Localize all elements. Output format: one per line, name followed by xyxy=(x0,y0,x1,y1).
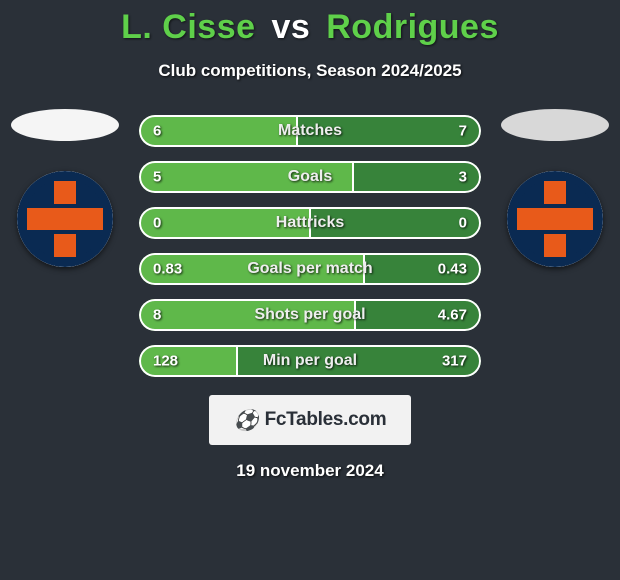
stat-left-value: 5 xyxy=(153,169,161,186)
player2-club-badge xyxy=(507,171,603,267)
left-side xyxy=(9,115,121,267)
date-text: 19 november 2024 xyxy=(0,461,620,481)
stat-right-value: 4.67 xyxy=(438,307,467,324)
stat-bar-row: 0 0 Hattricks xyxy=(139,207,481,239)
brand-badge: ⚽ FcTables.com xyxy=(209,395,411,445)
stat-bar-row: 8 4.67 Shots per goal xyxy=(139,299,481,331)
stat-right-value: 3 xyxy=(459,169,467,186)
player1-oval xyxy=(11,109,119,141)
subtitle: Club competitions, Season 2024/2025 xyxy=(0,61,620,81)
stat-left-value: 0 xyxy=(153,215,161,232)
stat-bar-row: 0.83 0.43 Goals per match xyxy=(139,253,481,285)
brand-text: FcTables.com xyxy=(265,409,387,431)
vs-text: vs xyxy=(271,8,310,46)
stat-label: Shots per goal xyxy=(254,306,365,324)
stat-bar-row: 5 3 Goals xyxy=(139,161,481,193)
player1-name: L. Cisse xyxy=(121,8,255,46)
comparison-title: L. Cisse vs Rodrigues xyxy=(0,8,620,47)
stat-label: Goals xyxy=(288,168,332,186)
stat-label: Min per goal xyxy=(263,352,357,370)
stat-bar-row: 6 7 Matches xyxy=(139,115,481,147)
stat-label: Hattricks xyxy=(276,214,344,232)
stat-left-value: 6 xyxy=(153,123,161,140)
right-side xyxy=(499,115,611,267)
player2-name: Rodrigues xyxy=(326,8,499,46)
stat-bars: 6 7 Matches 5 3 Goals 0 0 Hattricks 0.83 0.43 Goals… xyxy=(139,115,481,377)
stat-right-value: 317 xyxy=(442,353,467,370)
stat-bar-row: 128 317 Min per goal xyxy=(139,345,481,377)
main-row: 6 7 Matches 5 3 Goals 0 0 Hattricks 0.83 0.43 Goals… xyxy=(0,115,620,377)
stat-label: Matches xyxy=(278,122,342,140)
infographic-root: L. Cisse vs Rodrigues Club competitions,… xyxy=(0,0,620,481)
stat-left-value: 0.83 xyxy=(153,261,182,278)
stat-left-value: 128 xyxy=(153,353,178,370)
player2-oval xyxy=(501,109,609,141)
stat-right-value: 0 xyxy=(459,215,467,232)
stat-right-value: 0.43 xyxy=(438,261,467,278)
player1-club-badge xyxy=(17,171,113,267)
stat-right-value: 7 xyxy=(459,123,467,140)
stat-label: Goals per match xyxy=(247,260,372,278)
soccer-icon: ⚽ xyxy=(234,408,259,433)
stat-left-value: 8 xyxy=(153,307,161,324)
